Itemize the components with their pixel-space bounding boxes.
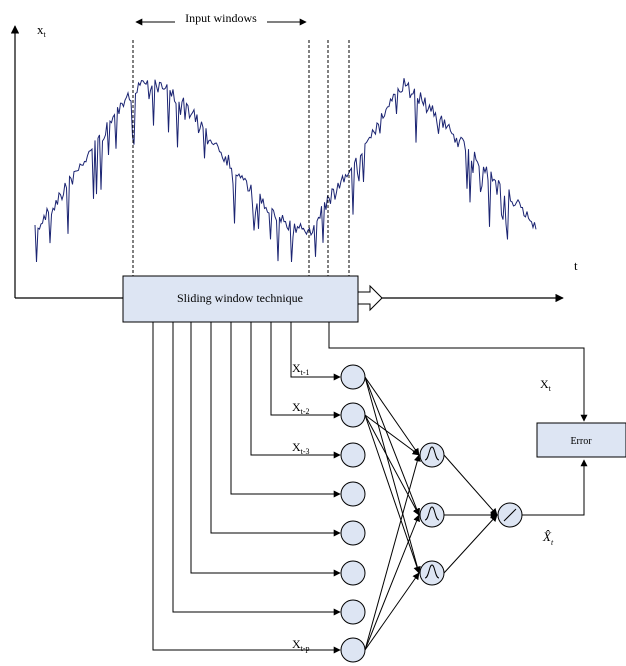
target-label: Xt <box>540 377 552 393</box>
input-to-hidden-connection <box>364 414 420 516</box>
output-to-error-line <box>522 459 588 516</box>
input-feed-line <box>172 322 341 616</box>
hidden-to-output-connection <box>443 454 498 516</box>
gaussian-activation-icon <box>424 506 440 521</box>
input-label-t-p: Xt-p <box>292 637 310 653</box>
hidden-node <box>419 442 445 468</box>
input-node <box>340 560 366 586</box>
linear-activation-icon <box>503 508 517 522</box>
prediction-label: X̂t <box>542 529 554 547</box>
time-series-line <box>34 78 537 263</box>
input-to-hidden-connection <box>364 414 420 456</box>
input-windows-label: Input windows <box>185 11 257 25</box>
input-feed-line <box>270 322 341 419</box>
input-to-hidden-connection <box>364 454 421 651</box>
sliding-window-label: Sliding window technique <box>177 291 303 305</box>
input-label-t-2: Xt-2 <box>292 400 310 416</box>
input-feed-line <box>190 322 341 577</box>
hidden-node <box>419 560 445 586</box>
slide-direction-arrow <box>357 284 383 312</box>
input-to-hidden-connection <box>364 376 421 574</box>
gaussian-activation-icon <box>424 446 440 461</box>
input-label-t-3: Xt-3 <box>292 440 310 456</box>
input-label-t-1: Xt-1 <box>292 361 310 377</box>
y-axis-label: xt <box>37 22 47 39</box>
input-to-hidden-connection <box>364 376 420 456</box>
input-node <box>340 402 366 428</box>
sliding-window-box <box>122 275 359 323</box>
error-box <box>536 422 626 458</box>
input-feed-line <box>210 322 341 537</box>
input-feed-line <box>230 322 341 498</box>
input-node <box>340 599 366 625</box>
input-to-hidden-connection <box>364 572 420 651</box>
input-feed-line <box>152 322 341 654</box>
error-label: Error <box>570 436 592 447</box>
input-node <box>340 442 366 468</box>
hidden-node <box>419 502 445 528</box>
hidden-to-output-connection <box>443 514 498 574</box>
input-to-hidden-connection <box>364 376 420 516</box>
input-feed-line <box>290 322 341 381</box>
input-node <box>340 520 366 546</box>
input-to-hidden-connection <box>364 414 421 574</box>
input-node <box>340 481 366 507</box>
gaussian-activation-icon <box>424 564 440 579</box>
input-feed-line <box>250 322 341 459</box>
input-node <box>340 637 366 663</box>
target-line <box>328 322 588 422</box>
input-to-hidden-connection <box>364 514 420 651</box>
input-node <box>340 364 366 390</box>
x-axis-label: t <box>574 258 578 273</box>
